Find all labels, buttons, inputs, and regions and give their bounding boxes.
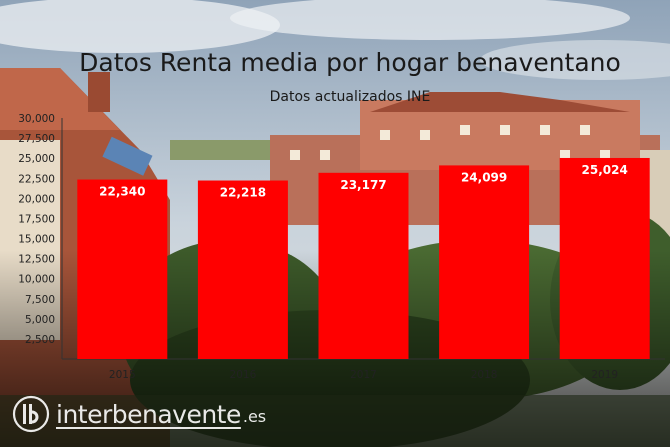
watermark-text: interbenavente [56,399,241,429]
y-tick-label: 10,000 [18,274,55,286]
x-tick-label: 2017 [350,369,377,381]
y-tick-label: 22,500 [18,173,55,185]
x-axis: 2015 2016 2017 2018 2019 [109,369,618,381]
bar [439,165,530,359]
bar [559,157,650,359]
x-tick-label: 2016 [230,369,257,381]
x-tick-label: 2015 [109,369,136,381]
y-tick-label: 17,500 [18,213,55,225]
y-tick-label: 7,500 [25,294,55,306]
bar [318,172,409,359]
bar-value-label: 23,177 [340,178,386,192]
bar-value-label: 24,099 [461,170,507,184]
bar-value-label: 22,340 [99,185,145,199]
y-tick-label: 12,500 [18,254,55,266]
chart-subtitle: Datos actualizados INE [270,89,431,105]
watermark-suffix: .es [242,406,267,426]
y-tick-label: 30,000 [18,113,55,125]
y-tick-label: 25,000 [18,153,55,165]
bar-value-label: 25,024 [582,163,628,177]
y-tick-label: 20,000 [18,193,55,205]
y-tick-label: 2,500 [25,334,55,346]
bar [197,180,288,359]
x-tick-label: 2019 [591,369,618,381]
x-tick-label: 2018 [471,369,498,381]
y-tick-label: 27,500 [18,133,55,145]
chart-title: Datos Renta media por hogar benaventano [79,48,621,77]
watermark: interbenavente .es [12,394,266,434]
bar-value-label: 22,218 [220,186,266,200]
y-tick-label: 5,000 [25,314,55,326]
y-tick-label: 15,000 [18,234,55,246]
ib-logo-icon [12,395,50,433]
bar [77,179,168,359]
bars: 22,340 22,218 23,177 24,099 25,024 [77,157,650,359]
